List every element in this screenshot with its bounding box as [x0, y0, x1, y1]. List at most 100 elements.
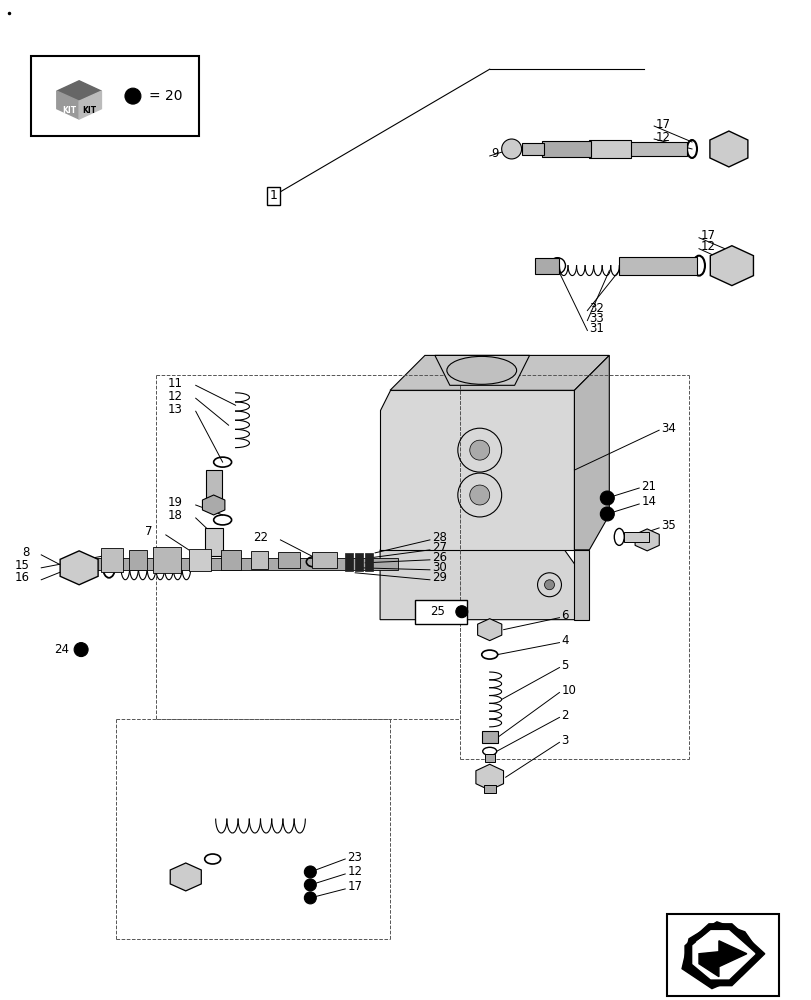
Text: 12: 12	[168, 390, 182, 403]
Bar	[484, 754, 494, 762]
Text: 9: 9	[491, 147, 499, 160]
Circle shape	[470, 440, 489, 460]
Polygon shape	[60, 551, 98, 585]
Text: 10: 10	[560, 684, 576, 697]
Polygon shape	[573, 355, 608, 550]
Bar	[221, 550, 240, 570]
Text: 12: 12	[700, 240, 715, 253]
Text: 19: 19	[168, 496, 182, 509]
Text: 30: 30	[431, 561, 446, 574]
Polygon shape	[79, 91, 101, 119]
Circle shape	[304, 879, 316, 891]
Bar	[354, 553, 363, 571]
Circle shape	[599, 507, 614, 521]
Text: 15: 15	[15, 559, 29, 572]
Bar	[251, 551, 268, 569]
Text: 13: 13	[168, 403, 182, 416]
Polygon shape	[684, 924, 764, 986]
Text: 35: 35	[660, 519, 675, 532]
Polygon shape	[681, 922, 761, 989]
Bar	[204, 528, 222, 556]
Polygon shape	[698, 941, 746, 977]
Text: 12: 12	[655, 131, 671, 144]
Text: KIT: KIT	[62, 106, 76, 115]
Text: 8: 8	[22, 546, 29, 559]
Bar	[278, 552, 300, 568]
Text: 18: 18	[168, 509, 182, 522]
Text: KIT: KIT	[82, 106, 96, 115]
Bar	[534, 258, 559, 274]
Text: 34: 34	[660, 422, 676, 435]
Bar	[541, 141, 590, 157]
Circle shape	[304, 892, 316, 904]
Polygon shape	[694, 932, 738, 972]
Polygon shape	[170, 863, 201, 891]
Text: 33: 33	[589, 312, 603, 325]
Circle shape	[470, 485, 489, 505]
Text: 29: 29	[431, 571, 446, 584]
Text: 17: 17	[700, 229, 715, 242]
Text: 14: 14	[641, 495, 655, 508]
Bar	[481, 731, 497, 743]
Bar	[32, 56, 199, 136]
Bar	[624, 532, 648, 542]
Bar	[521, 143, 543, 155]
Text: 1: 1	[269, 189, 277, 202]
Bar	[152, 547, 181, 573]
Ellipse shape	[446, 356, 516, 384]
Polygon shape	[477, 619, 501, 641]
Polygon shape	[573, 550, 589, 620]
Text: 11: 11	[168, 377, 182, 390]
Text: 6: 6	[560, 609, 569, 622]
Bar	[69, 558, 397, 570]
Polygon shape	[389, 355, 608, 390]
Text: 7: 7	[145, 525, 152, 538]
Polygon shape	[57, 91, 79, 119]
Polygon shape	[709, 131, 747, 167]
Bar	[365, 553, 372, 571]
Polygon shape	[202, 495, 225, 515]
Text: 24: 24	[54, 643, 69, 656]
Polygon shape	[710, 246, 753, 286]
Bar	[188, 549, 210, 571]
Text: 12: 12	[347, 865, 362, 878]
Bar	[312, 552, 337, 568]
Text: 32: 32	[589, 302, 603, 315]
Text: 5: 5	[560, 659, 569, 672]
Text: = 20: = 20	[148, 89, 182, 103]
Text: 22: 22	[253, 531, 268, 544]
Bar	[629, 142, 686, 156]
Bar	[667, 914, 778, 996]
Bar	[129, 550, 147, 570]
Polygon shape	[380, 390, 573, 550]
Circle shape	[544, 580, 554, 590]
Text: 2: 2	[560, 709, 569, 722]
Polygon shape	[57, 81, 101, 101]
Polygon shape	[475, 764, 503, 790]
Bar	[483, 785, 495, 793]
Polygon shape	[380, 550, 589, 620]
Text: 25: 25	[429, 605, 444, 618]
Text: 23: 23	[347, 851, 362, 864]
Text: 21: 21	[641, 480, 655, 493]
Text: 16: 16	[15, 571, 29, 584]
Polygon shape	[634, 529, 659, 551]
Text: 17: 17	[347, 880, 362, 893]
Bar	[589, 140, 630, 158]
Circle shape	[304, 866, 316, 878]
Circle shape	[74, 643, 88, 657]
Text: 17: 17	[655, 118, 671, 131]
Circle shape	[455, 606, 467, 618]
Polygon shape	[692, 931, 754, 979]
Bar	[101, 548, 122, 572]
Text: 27: 27	[431, 541, 446, 554]
Bar	[619, 257, 696, 275]
Bar	[205, 470, 221, 502]
Bar	[345, 553, 353, 571]
Text: 31: 31	[589, 322, 603, 335]
Text: 28: 28	[431, 531, 446, 544]
Bar	[414, 600, 466, 624]
Polygon shape	[435, 355, 529, 385]
Circle shape	[599, 491, 614, 505]
Text: 3: 3	[560, 734, 569, 747]
